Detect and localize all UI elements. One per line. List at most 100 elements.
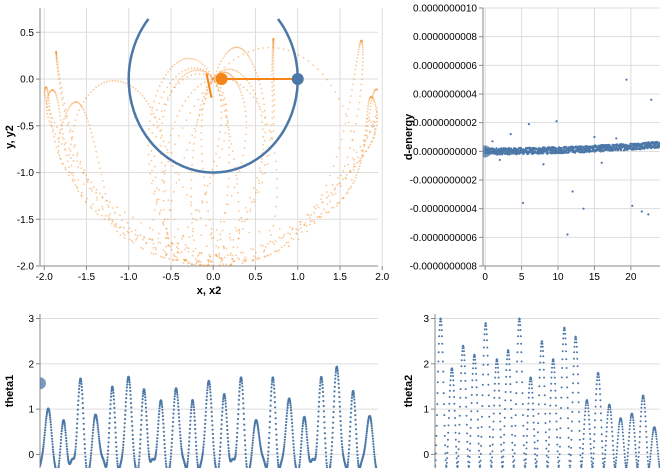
trail-point — [192, 227, 194, 230]
trail-point — [106, 80, 108, 83]
trail-point — [182, 78, 184, 81]
theta1-point — [225, 409, 228, 412]
theta1-point — [52, 450, 55, 454]
theta1-point — [348, 439, 351, 442]
trail-point — [176, 115, 179, 118]
trail-point — [45, 100, 48, 103]
theta1-point — [325, 458, 328, 462]
trail-point — [87, 178, 90, 181]
theta1-point — [324, 447, 327, 450]
trail-point — [100, 83, 103, 85]
theta2-point — [435, 452, 437, 455]
trail-point — [272, 69, 275, 71]
y-tick-label: 0.0000000010 — [413, 4, 477, 15]
trail-point — [207, 258, 210, 261]
trail-point — [255, 189, 258, 191]
theta2-point — [475, 372, 478, 375]
theta1-point — [274, 422, 277, 425]
trail-point — [362, 143, 365, 146]
theta2-point — [565, 367, 568, 369]
trail-point — [364, 139, 367, 142]
theta1-point — [75, 431, 78, 434]
theta2-point — [439, 318, 442, 321]
theta2-point — [633, 435, 636, 438]
theta2-point — [438, 335, 441, 338]
trail-point — [142, 238, 144, 241]
theta1-point — [350, 399, 353, 403]
trail-point — [163, 173, 166, 175]
theta1-point — [243, 439, 247, 442]
trail-point — [273, 84, 275, 87]
theta2-point — [537, 422, 540, 425]
trail-point — [225, 103, 228, 105]
theta1-point — [83, 443, 86, 446]
theta1-point — [340, 436, 343, 439]
trail-point — [265, 246, 267, 248]
trail-point — [139, 92, 142, 95]
theta1-point — [286, 404, 289, 407]
theta1-point — [290, 418, 293, 421]
theta2-point — [657, 455, 660, 458]
trail-point — [168, 141, 170, 144]
theta2-point — [436, 403, 439, 406]
trail-point — [223, 247, 225, 250]
theta2-point — [570, 446, 573, 449]
theta1-point — [276, 455, 279, 458]
theta1-point — [235, 446, 238, 449]
theta1-point — [245, 460, 248, 463]
trail-point — [272, 41, 275, 43]
theta1-point — [317, 415, 320, 418]
theta1-point — [81, 402, 84, 405]
trail-point — [105, 199, 108, 202]
trail-point — [173, 121, 176, 124]
trail-point — [58, 77, 61, 79]
trail-point — [207, 264, 209, 266]
theta2-point — [498, 389, 501, 392]
trail-point — [219, 86, 222, 89]
theta1-point — [356, 457, 359, 460]
theta1-point — [109, 403, 112, 406]
theta2-point — [570, 429, 573, 432]
trail-point — [70, 138, 73, 141]
trail-point — [46, 89, 49, 91]
trail-point — [164, 251, 167, 254]
trail-point — [309, 223, 311, 226]
energy-point — [535, 147, 538, 151]
theta1-point — [291, 432, 294, 435]
theta2-point — [576, 357, 579, 360]
theta2-point — [615, 459, 618, 462]
theta2-point — [505, 363, 508, 366]
theta2-point — [589, 438, 592, 440]
theta2-point — [476, 402, 479, 404]
theta2-point — [644, 415, 647, 418]
trail-point — [207, 70, 210, 73]
theta2-point — [488, 415, 491, 418]
theta1-point — [110, 392, 113, 395]
theta2-point — [531, 402, 534, 405]
energy-point — [656, 140, 659, 143]
trail-point — [191, 254, 194, 257]
theta2-point — [583, 423, 586, 426]
trail-point — [358, 101, 361, 104]
theta1-point — [242, 418, 246, 421]
trail-point — [268, 129, 271, 132]
trail-point — [178, 252, 180, 254]
trail-point — [202, 168, 204, 170]
trail-point — [221, 94, 223, 97]
theta2-point — [437, 360, 440, 363]
theta1-point — [257, 428, 260, 431]
trail-point — [357, 51, 360, 53]
theta1-point — [206, 384, 209, 387]
trail-point — [182, 58, 185, 61]
theta1-point — [298, 461, 301, 464]
trail-point — [169, 245, 172, 248]
theta2-point — [470, 402, 473, 404]
trail-point — [213, 76, 216, 79]
theta2-point — [624, 459, 627, 462]
trail-point — [250, 248, 252, 250]
x-tick-label: 1.5 — [333, 272, 347, 283]
trail-point — [201, 113, 204, 116]
trail-point — [56, 96, 58, 99]
energy-point — [515, 150, 518, 153]
trail-point — [190, 67, 193, 70]
